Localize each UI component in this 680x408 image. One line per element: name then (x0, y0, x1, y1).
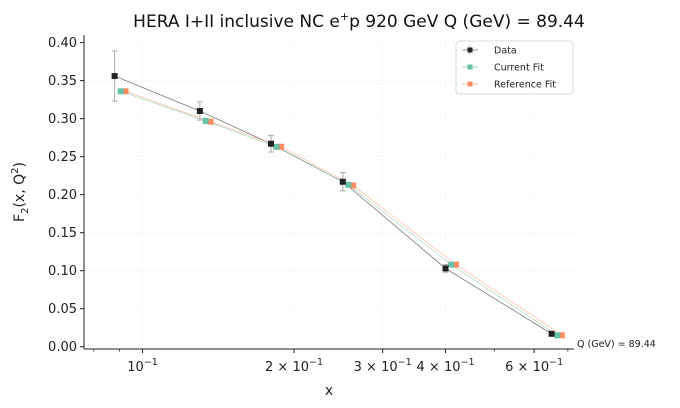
series-lines (114, 75, 562, 336)
data-point-data (268, 140, 275, 147)
legend-marker-reference-fit (467, 81, 473, 87)
y-tick-label: 0.35 (48, 74, 77, 89)
x-tick-label: 2 × 10−1 (265, 357, 323, 375)
legend-box (455, 40, 574, 95)
data-point-current-fit (554, 332, 561, 339)
axes (83, 35, 574, 350)
data-point-reference-fit (278, 143, 285, 150)
x-axis-label: x (325, 383, 333, 399)
q-annotation: Q (GeV) = 89.44 (577, 339, 656, 350)
x-tick-label: 6 × 10−1 (505, 357, 563, 375)
legend: Data Current Fit Reference Fit (455, 40, 574, 95)
data-point-reference-fit (558, 332, 565, 339)
data-point-current-fit (273, 143, 280, 150)
data-point-reference-fit (350, 182, 357, 189)
data-point-data (548, 330, 555, 337)
y-axis-label: F2(x, Q2) (10, 162, 31, 222)
y-tick-label: 0.00 (48, 340, 77, 355)
legend-label-data: Data (494, 46, 517, 57)
data-point-data (339, 178, 346, 185)
y-ticks: 0.00 0.05 0.10 0.15 0.20 0.25 0.30 0.35 0.40 (48, 36, 84, 355)
y-tick-label: 0.25 (48, 150, 77, 165)
x-tick-label: 10−1 (127, 357, 158, 375)
data-point-reference-fit (452, 261, 459, 268)
legend-marker-current-fit (467, 64, 473, 70)
data-point-current-fit (345, 181, 352, 188)
x-tick-label: 4 × 10−1 (417, 357, 475, 375)
series-line-current-fit (120, 90, 558, 336)
data-point-current-fit (117, 88, 124, 95)
data-point-data (111, 73, 118, 80)
legend-label-current-fit: Current Fit (494, 63, 544, 74)
data-point-data (442, 265, 449, 272)
y-tick-label: 0.15 (48, 226, 77, 241)
y-tick-label: 0.40 (48, 36, 77, 51)
y-tick-label: 0.30 (48, 112, 77, 127)
chart-title: HERA I+II inclusive NC e+p 920 GeV Q (Ge… (133, 10, 585, 32)
data-point-current-fit (202, 117, 209, 124)
y-tick-label: 0.20 (48, 188, 77, 203)
x-tick-label: 3 × 10−1 (354, 357, 412, 375)
data-point-reference-fit (207, 118, 214, 125)
title-superscript: + (340, 10, 349, 23)
series-line-data (114, 75, 552, 335)
data-point-reference-fit (122, 88, 129, 95)
data-point-data (196, 108, 203, 115)
y-tick-label: 0.05 (48, 302, 77, 317)
data-points (111, 73, 565, 339)
y-tick-label: 0.10 (48, 264, 77, 279)
x-ticks: 10−1 2 × 10−1 3 × 10−1 4 × 10−1 6 × 10−1 (93, 349, 569, 375)
grid (84, 35, 574, 349)
legend-marker-data (467, 47, 473, 53)
series-line-reference-fit (125, 90, 562, 336)
legend-label-reference-fit: Reference Fit (494, 80, 556, 91)
data-point-current-fit (448, 261, 455, 268)
